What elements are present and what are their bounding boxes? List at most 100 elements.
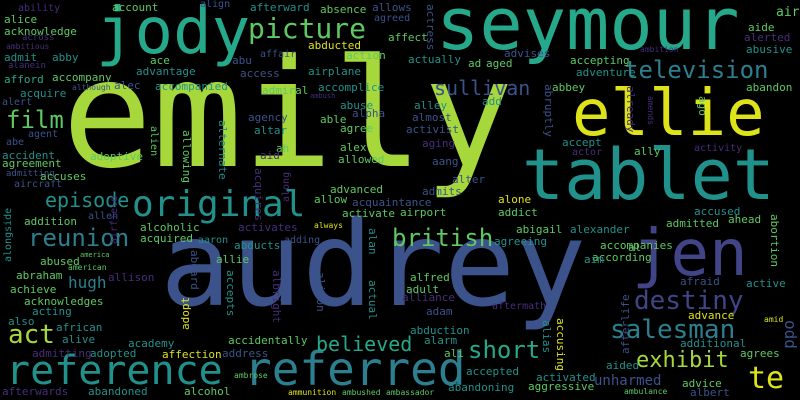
word: alley [414, 99, 448, 112]
word: afterward [250, 1, 310, 14]
word: albert [690, 386, 730, 399]
word: affection [162, 348, 222, 361]
word: afraid [680, 275, 720, 288]
word: allowing [180, 130, 193, 183]
word: america [80, 251, 110, 259]
word: adoptive [90, 150, 143, 163]
word: exhibit [636, 348, 729, 373]
word: account [112, 1, 159, 14]
word: activated [536, 371, 596, 384]
word: admits [422, 185, 462, 198]
word: afford [4, 73, 44, 86]
word: actually [408, 53, 461, 66]
word: alive [62, 333, 96, 346]
word: ago [696, 96, 709, 116]
word: alfred [410, 271, 450, 284]
word: acknowledge [4, 25, 77, 38]
word: acknowledges [24, 295, 104, 308]
word: alexander [570, 223, 630, 236]
word: salesman [610, 315, 736, 345]
word: air [776, 5, 800, 20]
word: alongside [3, 207, 14, 262]
word: allen [88, 211, 119, 222]
word: destiny [634, 286, 744, 316]
word: reunion [28, 224, 130, 252]
word: abortion [768, 214, 781, 267]
word: alarm [424, 334, 458, 347]
word: activity [694, 143, 743, 154]
word: accuses [40, 170, 87, 183]
word: alternate [216, 120, 229, 180]
word: advance [688, 309, 735, 322]
word: abu [232, 54, 252, 67]
word: abe [6, 137, 25, 148]
word: abduction [410, 324, 470, 337]
word: al [628, 241, 642, 254]
word: along [281, 171, 292, 202]
word: agree [340, 122, 374, 135]
word: ambitious [6, 42, 50, 51]
word: alan [366, 228, 379, 255]
word: admitted [666, 217, 719, 230]
word: alter [452, 173, 486, 186]
word: ambulance [624, 387, 668, 396]
word: ambrose [234, 371, 268, 380]
word: adventure [576, 66, 636, 79]
word: ambushed [342, 388, 381, 397]
word: abuse [340, 99, 374, 112]
word: reference [6, 348, 223, 394]
word: airplane [308, 65, 361, 78]
word: aid [260, 149, 280, 162]
word: aided [606, 359, 640, 372]
word: ahead [728, 213, 762, 226]
word: agreeing [494, 235, 547, 248]
word: adam [426, 305, 453, 318]
word: alone [498, 193, 532, 206]
word: american [68, 263, 107, 272]
word: although [72, 83, 111, 92]
word: alpha [352, 107, 386, 120]
word: ambition [640, 45, 679, 54]
word: additional [680, 337, 747, 350]
word: alcohol [184, 385, 231, 398]
word: aircraft [14, 179, 63, 190]
word: amid [764, 315, 784, 324]
word: short [468, 336, 541, 364]
word: abandoning [448, 381, 515, 394]
word: adult [406, 283, 440, 296]
word: always [314, 221, 343, 230]
word: admitting [6, 169, 55, 179]
word: allison [108, 271, 155, 284]
word: seymour [436, 0, 740, 66]
word: action [346, 49, 386, 62]
word: activist [406, 123, 459, 136]
word: align [200, 0, 231, 10]
word: aim [584, 253, 604, 266]
word: altar [254, 124, 288, 137]
word: ambush [310, 92, 336, 100]
word: across [22, 33, 55, 43]
word: address [222, 347, 269, 360]
word: aboard [188, 250, 201, 290]
word: affair [260, 49, 297, 60]
word: abandoned [88, 385, 148, 398]
word: achieve [10, 283, 57, 296]
word: afterwards [2, 385, 69, 398]
word: jen [632, 217, 748, 291]
word: already [624, 86, 637, 133]
word: accidentally [228, 334, 308, 347]
word: ability [18, 3, 61, 14]
word: according [592, 251, 652, 264]
word: african [56, 321, 103, 334]
word: admit [4, 51, 38, 64]
word: allow [314, 193, 348, 206]
word: actual [366, 280, 379, 320]
word: ad [468, 57, 482, 70]
word: alerted [744, 31, 791, 44]
word: adding [284, 235, 321, 246]
word: abby [52, 51, 79, 64]
word: abusive [746, 43, 793, 56]
word: ace [150, 54, 170, 67]
word: episode [45, 188, 130, 212]
word: sullivan [434, 76, 531, 100]
